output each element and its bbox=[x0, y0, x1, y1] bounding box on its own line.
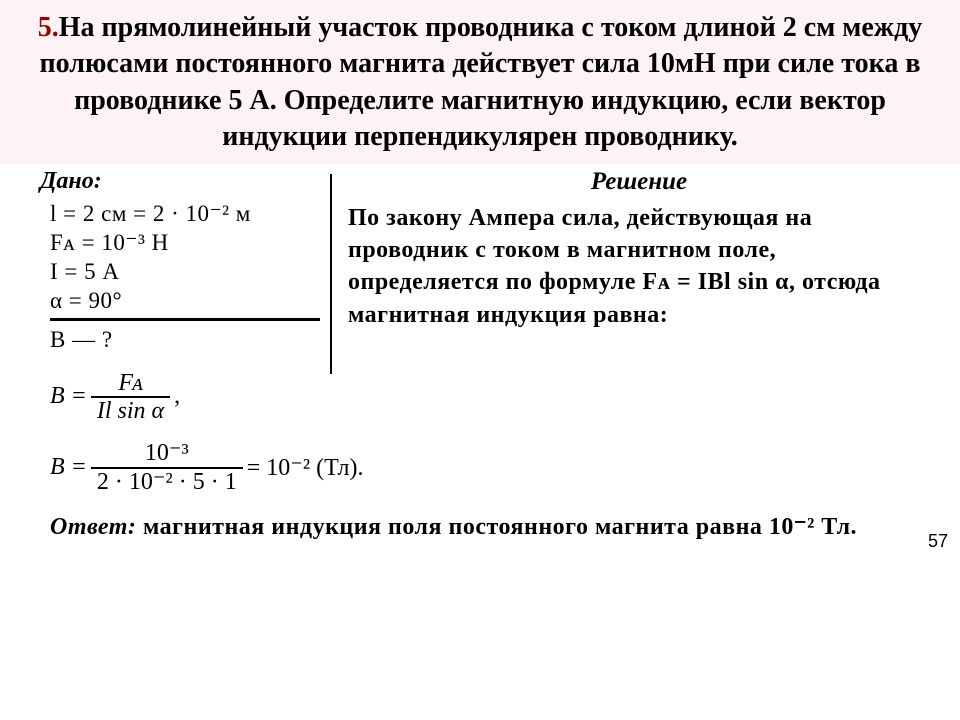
slide-number: 57 bbox=[928, 531, 948, 552]
eq1-top: Fᴀ bbox=[91, 370, 170, 398]
top-row: Дано: l = 2 см = 2 · 10⁻² м Fᴀ = 10⁻³ Н … bbox=[50, 168, 930, 374]
eq2-lhs: B = bbox=[50, 454, 87, 481]
equations-and-answer: B = Fᴀ Il sin α , B = 10⁻³ 2 · 10⁻² · 5 … bbox=[50, 370, 930, 544]
given-l: l = 2 см = 2 · 10⁻² м bbox=[50, 201, 320, 227]
equation-1: B = Fᴀ Il sin α , bbox=[50, 370, 930, 425]
solution-inline-formula: Fᴀ = IBl sin α bbox=[642, 269, 789, 295]
eq1-fraction: Fᴀ Il sin α bbox=[91, 370, 170, 425]
eq2-top: 10⁻³ bbox=[91, 440, 243, 468]
answer-text: магнитная индукция поля постоянного магн… bbox=[136, 514, 857, 540]
eq1-tail: , bbox=[174, 383, 180, 410]
answer-block: Ответ: магнитная индукция поля постоянно… bbox=[50, 511, 930, 543]
solution-column: Решение По закону Ампера сила, действующ… bbox=[342, 168, 930, 332]
answer-label: Ответ: bbox=[50, 514, 136, 540]
problem-number: 5. bbox=[38, 12, 59, 43]
eq1-lhs: B = bbox=[50, 383, 87, 410]
equation-2: B = 10⁻³ 2 · 10⁻² · 5 · 1 = 10⁻² (Тл). bbox=[50, 440, 930, 495]
solution-title: Решение bbox=[348, 168, 930, 196]
given-divider bbox=[50, 318, 320, 321]
given-I: I = 5 А bbox=[50, 259, 320, 285]
solution-content: Дано: l = 2 см = 2 · 10⁻² м Fᴀ = 10⁻³ Н … bbox=[0, 164, 960, 554]
problem-header: 5.На прямолинейный участок проводника с … bbox=[0, 0, 960, 164]
vertical-separator bbox=[330, 174, 332, 374]
eq1-bot: Il sin α bbox=[91, 398, 170, 424]
given-F: Fᴀ = 10⁻³ Н bbox=[50, 230, 320, 256]
given-column: Дано: l = 2 см = 2 · 10⁻² м Fᴀ = 10⁻³ Н … bbox=[50, 168, 330, 356]
given-title: Дано: bbox=[40, 168, 320, 195]
given-B: B — ? bbox=[50, 327, 320, 353]
problem-text: На прямолинейный участок проводника с то… bbox=[40, 12, 923, 152]
eq2-bot: 2 · 10⁻² · 5 · 1 bbox=[91, 469, 243, 495]
eq2-fraction: 10⁻³ 2 · 10⁻² · 5 · 1 bbox=[91, 440, 243, 495]
solution-body-top: По закону Ампера сила, действующая на пр… bbox=[348, 202, 930, 332]
eq2-rhs: = 10⁻² (Тл). bbox=[247, 453, 364, 482]
given-alpha: α = 90° bbox=[50, 288, 320, 314]
